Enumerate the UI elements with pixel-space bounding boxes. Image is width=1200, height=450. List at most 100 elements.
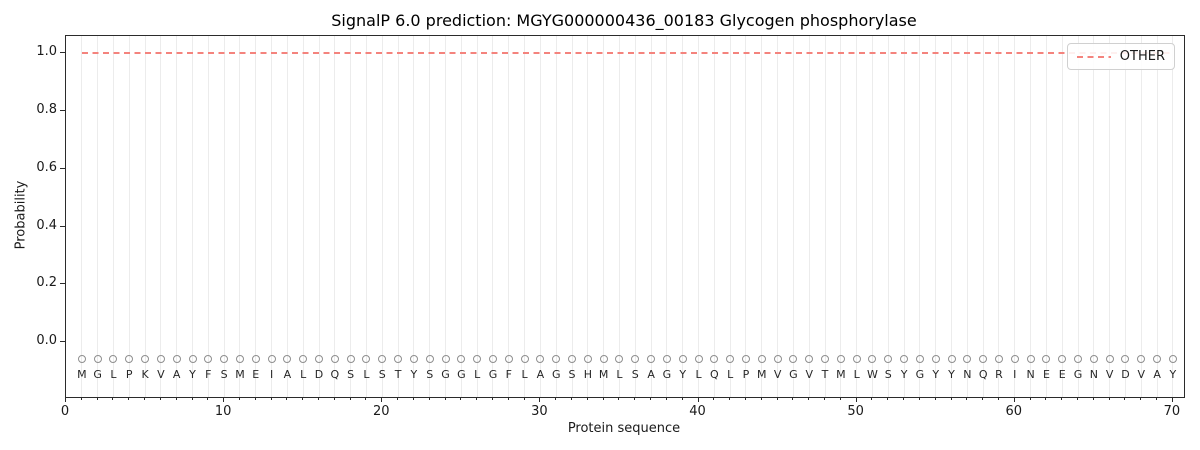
gridline	[856, 36, 858, 397]
residue-letter: N	[1089, 368, 1098, 382]
x-major-tick	[381, 397, 383, 402]
x-minor-tick	[618, 397, 620, 400]
residue-letter: G	[441, 368, 450, 382]
residue-marker	[315, 355, 323, 364]
x-minor-tick	[966, 397, 968, 400]
gridline	[603, 36, 605, 397]
x-minor-tick	[586, 397, 588, 400]
residue-letter: Q	[978, 368, 988, 382]
residue-marker	[583, 355, 592, 364]
residue-marker	[235, 355, 244, 364]
residue-marker	[994, 355, 1003, 364]
residue-marker	[520, 355, 529, 364]
y-axis-label: Probability	[13, 180, 29, 250]
x-minor-tick	[665, 397, 667, 400]
residue-letter: T	[394, 368, 402, 382]
gridline	[587, 36, 589, 397]
x-major-tick	[855, 397, 857, 402]
residue-letter: V	[1137, 368, 1146, 382]
residue-marker	[979, 355, 988, 364]
residue-marker	[93, 355, 102, 364]
residue-letter: V	[1105, 368, 1114, 382]
residue-marker	[1026, 355, 1035, 364]
x-minor-tick	[887, 397, 889, 400]
residue-letter: L	[474, 368, 481, 382]
x-minor-tick	[824, 397, 826, 400]
x-minor-tick	[428, 397, 430, 400]
gridline	[729, 36, 731, 397]
x-minor-tick	[871, 397, 873, 400]
residue-letter: S	[426, 368, 434, 382]
residue-letter: L	[300, 368, 307, 382]
residue-marker	[1074, 355, 1083, 364]
x-minor-tick	[1108, 397, 1110, 400]
x-minor-tick	[571, 397, 573, 400]
gridline	[445, 36, 447, 397]
x-minor-tick	[460, 397, 462, 400]
gridline	[840, 36, 842, 397]
x-minor-tick	[681, 397, 683, 400]
gridline	[777, 36, 779, 397]
gridline	[81, 36, 83, 397]
residue-marker	[283, 355, 292, 364]
x-minor-tick	[318, 397, 319, 400]
residue-letter: E	[1058, 368, 1066, 382]
gridline	[1109, 36, 1111, 397]
x-minor-tick	[634, 397, 636, 400]
residue-letter: L	[110, 368, 117, 382]
x-major-tick	[65, 397, 66, 402]
x-minor-tick	[491, 397, 493, 400]
residue-letter: N	[963, 368, 972, 382]
residue-letter: Y	[410, 368, 418, 382]
residue-letter: Q	[710, 368, 719, 382]
residue-letter: I	[269, 368, 274, 382]
residue-marker	[156, 355, 165, 364]
residue-letter: G	[789, 368, 798, 382]
gridline	[618, 36, 620, 397]
residue-marker	[109, 355, 118, 364]
gridline	[761, 36, 763, 397]
gridline	[713, 36, 715, 397]
residue-marker	[504, 355, 513, 364]
residue-letter: L	[853, 368, 860, 382]
residue-marker	[1105, 355, 1114, 364]
gridline	[144, 36, 146, 397]
residue-letter: Y	[679, 368, 687, 382]
x-minor-tick	[997, 397, 999, 400]
gridline	[524, 36, 526, 397]
residue-marker	[821, 355, 830, 364]
x-minor-tick	[1045, 397, 1047, 400]
residue-marker	[678, 355, 687, 364]
residue-letter: L	[727, 368, 734, 382]
residue-marker	[362, 355, 371, 364]
residue-marker	[1089, 355, 1098, 364]
residue-marker	[694, 355, 703, 364]
x-tick-label: 70	[1163, 404, 1181, 419]
residue-letter: G	[662, 368, 672, 382]
residue-letter: P	[125, 368, 133, 382]
gridline	[286, 36, 288, 397]
residue-marker	[662, 355, 671, 364]
x-minor-tick	[507, 397, 509, 400]
residue-marker	[773, 355, 782, 364]
gridline	[97, 36, 99, 397]
gridline	[698, 36, 700, 397]
residue-letter: D	[314, 368, 324, 382]
gridline	[223, 36, 225, 397]
x-minor-tick	[286, 397, 288, 400]
x-minor-tick	[144, 397, 146, 400]
gridline	[460, 36, 462, 397]
y-tick	[60, 283, 65, 285]
gridline	[334, 36, 336, 397]
residue-marker	[931, 355, 940, 364]
residue-letter: M	[77, 368, 87, 382]
residue-letter: M	[598, 368, 609, 382]
x-minor-tick	[744, 397, 746, 400]
gridline	[239, 36, 241, 397]
residue-marker	[963, 355, 972, 364]
x-minor-tick	[365, 397, 367, 400]
gridline	[192, 36, 193, 397]
residue-letter: G	[93, 368, 102, 382]
residue-letter: M	[757, 368, 767, 382]
chart-title: SignalP 6.0 prediction: MGYG000000436_00…	[331, 11, 917, 30]
